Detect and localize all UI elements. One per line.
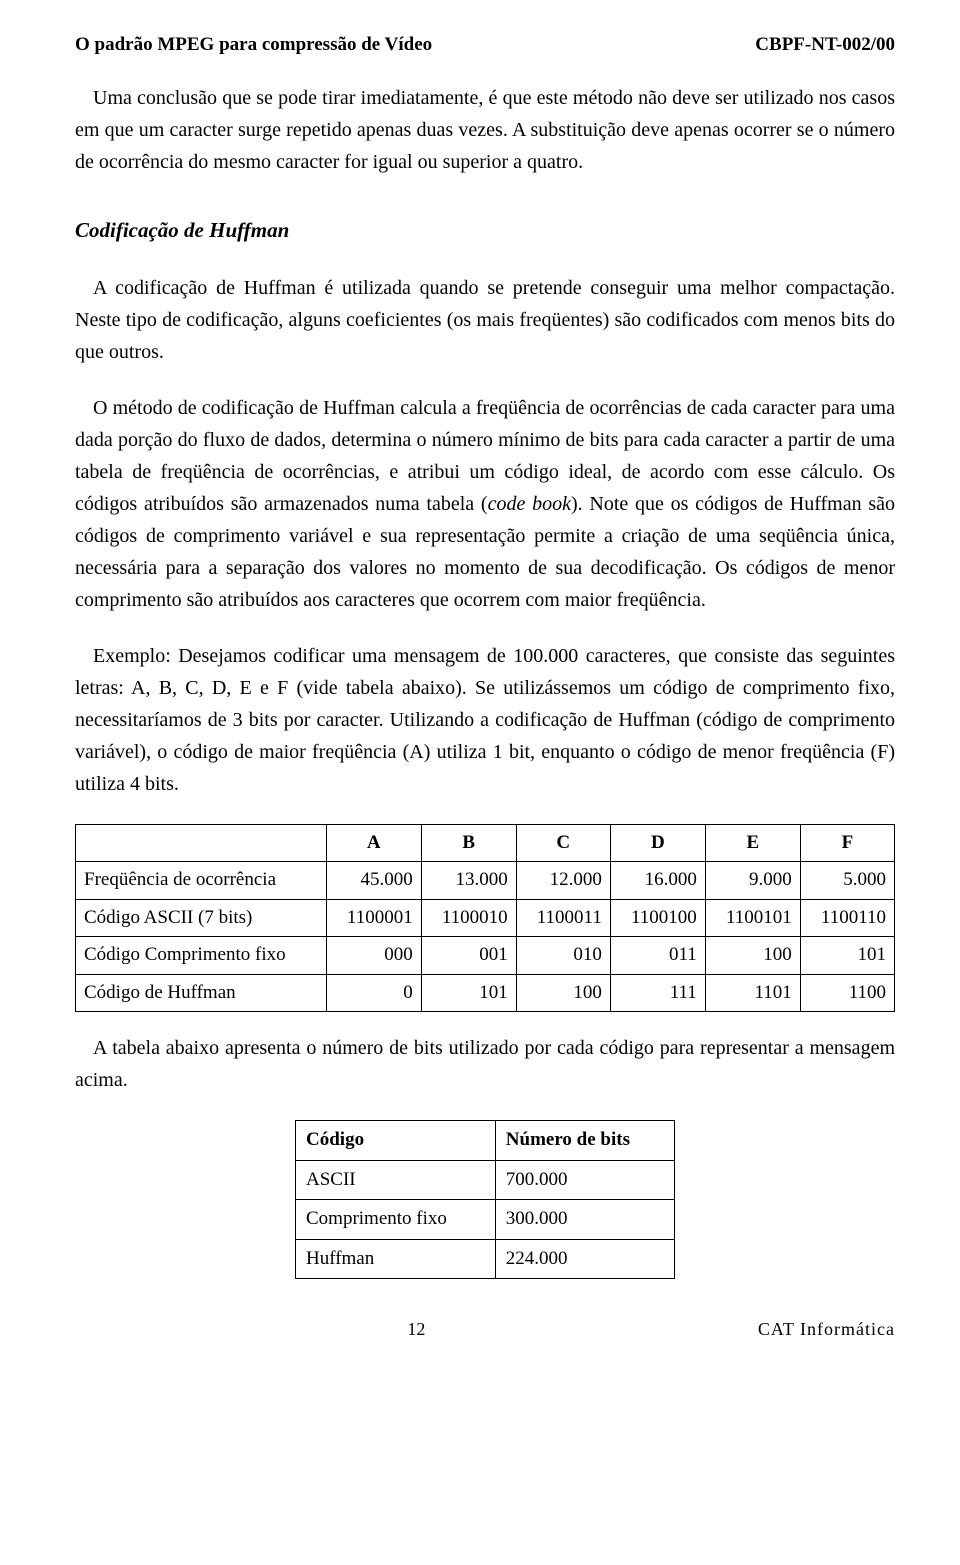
cell: 001 — [421, 937, 516, 975]
cell: ASCII — [296, 1160, 496, 1199]
cell: 1100100 — [610, 899, 705, 937]
page-number: 12 — [407, 1315, 425, 1344]
cell: 13.000 — [421, 862, 516, 900]
cell: 16.000 — [610, 862, 705, 900]
table-bit-count: Código Número de bits ASCII 700.000 Comp… — [295, 1120, 675, 1279]
table-row: Huffman 224.000 — [296, 1239, 675, 1278]
cell: 700.000 — [495, 1160, 674, 1199]
col-D: D — [610, 824, 705, 862]
col-B: B — [421, 824, 516, 862]
document-page: O padrão MPEG para compressão de Vídeo C… — [0, 0, 960, 1374]
cell: 000 — [326, 937, 421, 975]
cell: 010 — [516, 937, 610, 975]
table-header-row: Código Número de bits — [296, 1121, 675, 1160]
paragraph-huffman-desc: A codificação de Huffman é utilizada qua… — [75, 272, 895, 368]
cell: 12.000 — [516, 862, 610, 900]
row-label: Código de Huffman — [76, 974, 327, 1012]
subheading-huffman: Codificação de Huffman — [75, 214, 895, 248]
table-row: ASCII 700.000 — [296, 1160, 675, 1199]
cell: 101 — [421, 974, 516, 1012]
cell: 1100101 — [705, 899, 800, 937]
cell: 1100110 — [800, 899, 894, 937]
table-huffman-codes: A B C D E F Freqüência de ocorrência 45.… — [75, 824, 895, 1013]
header-doc-id: CBPF-NT-002/00 — [755, 30, 895, 60]
page-header: O padrão MPEG para compressão de Vídeo C… — [75, 30, 895, 60]
cell: 011 — [610, 937, 705, 975]
table-row: Comprimento fixo 300.000 — [296, 1200, 675, 1239]
paragraph-example: Exemplo: Desejamos codificar uma mensage… — [75, 640, 895, 800]
table-row: Código ASCII (7 bits) 1100001 1100010 11… — [76, 899, 895, 937]
cell: Huffman — [296, 1239, 496, 1278]
cell: 45.000 — [326, 862, 421, 900]
col-bits: Número de bits — [495, 1121, 674, 1160]
col-code: Código — [296, 1121, 496, 1160]
table-row: Freqüência de ocorrência 45.000 13.000 1… — [76, 862, 895, 900]
row-label: Código Comprimento fixo — [76, 937, 327, 975]
cell: 111 — [610, 974, 705, 1012]
header-title-left: O padrão MPEG para compressão de Vídeo — [75, 30, 432, 60]
table-row: Código Comprimento fixo 000 001 010 011 … — [76, 937, 895, 975]
cell: 100 — [705, 937, 800, 975]
cell: 5.000 — [800, 862, 894, 900]
col-C: C — [516, 824, 610, 862]
paragraph-huffman-method: O método de codificação de Huffman calcu… — [75, 392, 895, 616]
paragraph-intro: Uma conclusão que se pode tirar imediata… — [75, 82, 895, 178]
table-corner — [76, 824, 327, 862]
cell: 101 — [800, 937, 894, 975]
col-A: A — [326, 824, 421, 862]
cell: 9.000 — [705, 862, 800, 900]
cell: 1100010 — [421, 899, 516, 937]
cell: 1101 — [705, 974, 800, 1012]
cell: 224.000 — [495, 1239, 674, 1278]
table-row: Código de Huffman 0 101 100 111 1101 110… — [76, 974, 895, 1012]
page-footer: 12 CAT Informática — [75, 1315, 895, 1344]
col-E: E — [705, 824, 800, 862]
col-F: F — [800, 824, 894, 862]
cell: 1100 — [800, 974, 894, 1012]
footer-org: CAT Informática — [758, 1315, 895, 1344]
cell: 1100011 — [516, 899, 610, 937]
table-header-row: A B C D E F — [76, 824, 895, 862]
cell: 1100001 — [326, 899, 421, 937]
row-label: Freqüência de ocorrência — [76, 862, 327, 900]
italic-code-book: code book — [488, 493, 571, 515]
cell: Comprimento fixo — [296, 1200, 496, 1239]
cell: 100 — [516, 974, 610, 1012]
cell: 0 — [326, 974, 421, 1012]
row-label: Código ASCII (7 bits) — [76, 899, 327, 937]
paragraph-table-note: A tabela abaixo apresenta o número de bi… — [75, 1032, 895, 1096]
cell: 300.000 — [495, 1200, 674, 1239]
